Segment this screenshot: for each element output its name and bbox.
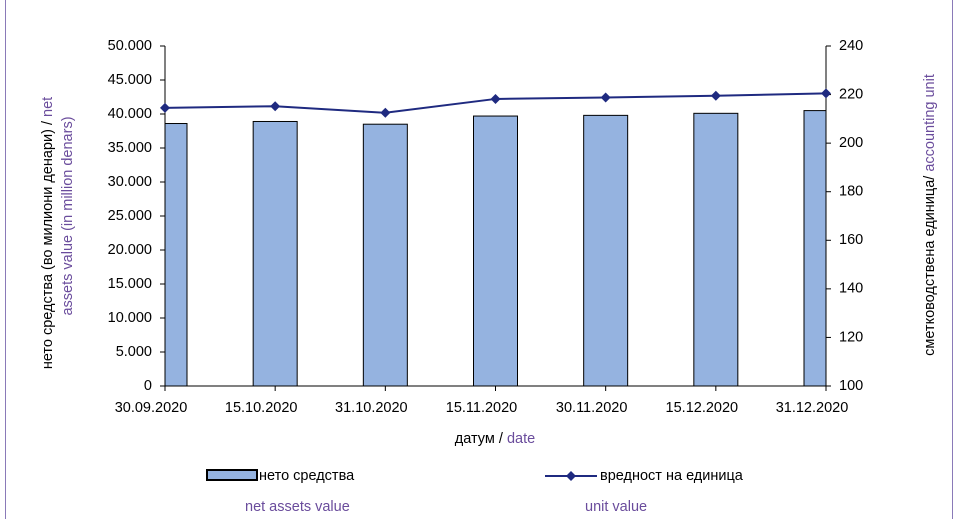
x-axis-title: датум / date <box>455 431 535 447</box>
y-tick-label: 45.000 <box>108 72 152 88</box>
y2-tick-label: 100 <box>839 378 863 394</box>
y-tick-label: 15.000 <box>108 276 152 292</box>
legend-label: вредност на единица <box>600 468 744 484</box>
line-marker <box>600 92 611 103</box>
line-marker <box>490 93 501 104</box>
legend-swatch <box>206 469 258 481</box>
y-tick-label: 5.000 <box>116 344 152 360</box>
y2-axis-title-en: accounting unit <box>922 74 938 172</box>
x-tick-label: 31.10.2020 <box>335 400 408 416</box>
line-marker <box>380 107 391 118</box>
legend-marker <box>566 471 576 481</box>
y2-tick-label: 120 <box>839 329 863 345</box>
x-tick-label: 30.11.2020 <box>556 400 628 416</box>
y-tick-label: 25.000 <box>108 208 152 224</box>
frame <box>5 0 953 519</box>
x-tick-label: 15.11.2020 <box>446 400 518 416</box>
legend-label-en: net assets value <box>245 499 350 515</box>
line-marker <box>710 90 721 101</box>
y2-axis-title-mk: сметководствена единица/ <box>922 172 938 356</box>
line-marker <box>160 102 170 113</box>
x-tick-label: 31.12.2020 <box>776 400 849 416</box>
line-marker <box>270 101 281 112</box>
y2-tick-label: 140 <box>839 281 863 297</box>
bar <box>803 110 826 387</box>
y-tick-label: 35.000 <box>108 140 152 156</box>
y2-tick-label: 240 <box>839 38 863 54</box>
legend-label-en: unit value <box>585 499 647 515</box>
y2-tick-label: 220 <box>839 86 863 102</box>
y2-axis-title: сметководствена единица/ accounting unit <box>922 74 938 356</box>
bar <box>165 123 188 387</box>
bar <box>252 120 298 387</box>
x-axis-title-mk: датум / <box>455 431 507 447</box>
bar <box>362 123 408 387</box>
legend-label: нето средства <box>259 468 355 484</box>
line-marker <box>821 88 831 99</box>
bar <box>583 114 629 387</box>
y2-tick-label: 160 <box>839 232 863 248</box>
x-tick-label: 15.12.2020 <box>666 400 739 416</box>
x-tick-label: 30.09.2020 <box>115 400 188 416</box>
y-tick-label: 40.000 <box>108 106 152 122</box>
y2-tick-label: 200 <box>839 135 863 151</box>
y-axis-title-en: net <box>40 97 56 117</box>
bar <box>473 115 518 387</box>
y-tick-label: 30.000 <box>108 174 152 190</box>
y-tick-label: 50.000 <box>108 38 152 54</box>
x-tick-label: 15.10.2020 <box>225 400 298 416</box>
y2-tick-label: 180 <box>839 184 863 200</box>
y-tick-label: 10.000 <box>108 310 152 326</box>
x-axis-title-en: date <box>507 431 535 447</box>
bar <box>693 112 739 387</box>
y-tick-label: 20.000 <box>108 242 152 258</box>
y-axis-title-mk: нето средства (во милиони денари) / <box>40 117 56 369</box>
y-tick-label: 0 <box>144 378 152 394</box>
y-axis-title-en: assets value (in million denars) <box>60 116 76 315</box>
y-axis-title: нето средства (во милиони денари) / net <box>40 97 56 369</box>
